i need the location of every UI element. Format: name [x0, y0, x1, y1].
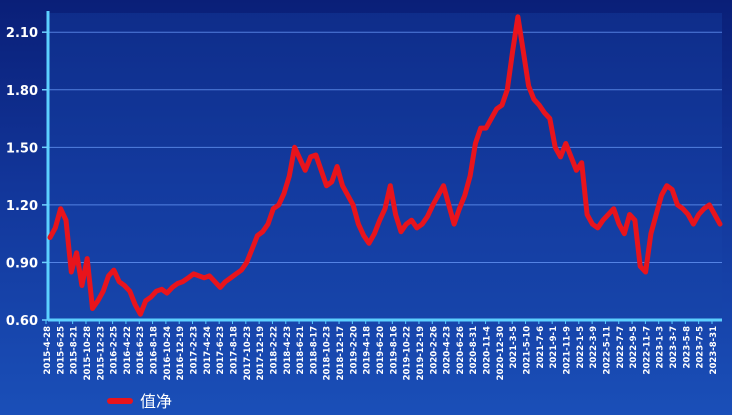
x-tick-label: 2021-5-10: [523, 326, 533, 375]
plot-background: [48, 13, 722, 320]
legend: 值净: [107, 392, 172, 411]
x-tick-label: 2017-2-23: [190, 326, 200, 375]
x-tick-label: 2022-11-7: [642, 326, 652, 375]
x-tick-label: 2021-7-6: [536, 326, 546, 369]
x-tick-label: 2023-3-7: [669, 326, 679, 369]
x-tick-label: 2023-5-8: [682, 326, 692, 369]
x-tick-label: 2019-4-18: [363, 326, 373, 375]
x-tick-label: 2020-4-23: [443, 326, 453, 375]
x-tick-label: 2023-8-31: [709, 326, 719, 375]
x-tick-labels: 2015-4-28 2015-6-25 2015-8-21 2015-10-28 201…: [43, 320, 719, 380]
x-tick-label: 2021-11-9: [562, 326, 572, 375]
x-tick-label: 2018-12-17: [336, 326, 346, 380]
y-tick-label: 1.50: [6, 141, 38, 156]
x-tick-label: 2017-4-24: [203, 326, 213, 375]
series-lines: [47, 14, 723, 317]
x-tick-label: 2016-2-25: [110, 326, 120, 375]
x-tick-label: 2020-11-4: [483, 326, 493, 375]
x-tick-label: 2015-10-28: [83, 326, 93, 380]
x-tick-label: 2020-8-31: [469, 326, 479, 375]
legend-label: 值净: [140, 392, 172, 411]
x-tick-label: 2016-8-18: [150, 326, 160, 375]
x-tick-label: 2017-8-18: [229, 326, 239, 375]
x-tick-label: 2020-12-30: [496, 326, 506, 380]
x-tick-label: 2018-8-17: [309, 326, 319, 375]
axes: [46, 11, 722, 322]
x-tick-label: 2022-9-5: [629, 326, 639, 369]
x-tick-label: 2022-7-7: [616, 326, 626, 369]
x-tick-label: 2019-8-16: [389, 326, 399, 375]
x-tick-label: 2017-6-23: [216, 326, 226, 375]
y-tick-label: 0.60: [6, 314, 38, 329]
x-tick-label: 2023-1-3: [656, 326, 666, 369]
x-tick-label: 2017-12-19: [256, 326, 266, 380]
x-tick-label: 2022-3-9: [589, 326, 599, 369]
x-tick-label: 2019-10-22: [403, 326, 413, 380]
plot-area: [48, 13, 722, 320]
y-tick-label: 2.10: [6, 26, 38, 41]
y-tick-label: 0.90: [6, 256, 38, 271]
x-tick-label: 2019-6-20: [376, 326, 386, 375]
x-tick-label: 2019-2-20: [349, 326, 359, 375]
x-tick-label: 2018-2-22: [269, 326, 279, 375]
x-tick-label: 2015-4-28: [43, 326, 53, 375]
y-tick-labels: 0.60 0.90 1.20 1.50 1.80 2.10: [6, 26, 48, 329]
x-tick-label: 2018-6-21: [296, 326, 306, 375]
x-tick-label: 2020-6-26: [456, 326, 466, 375]
series-line: [47, 14, 723, 317]
x-tick-label: 2015-8-21: [70, 326, 80, 375]
x-tick-label: 2022-5-11: [602, 326, 612, 375]
y-tick-label: 1.80: [6, 84, 38, 99]
x-tick-label: 2022-1-5: [576, 326, 586, 369]
x-tick-label: 2018-10-23: [323, 326, 333, 380]
x-tick-label: 2021-9-1: [549, 326, 559, 369]
x-tick-label: 2020-2-26: [429, 326, 439, 375]
x-tick-label: 2015-6-25: [56, 326, 66, 375]
x-tick-label: 2015-12-23: [96, 326, 106, 380]
y-tick-label: 1.20: [6, 199, 38, 214]
x-tick-label: 2016-4-22: [123, 326, 133, 375]
x-tick-label: 2019-12-19: [416, 326, 426, 380]
x-tick-label: 2023-7-5: [696, 326, 706, 369]
x-tick-label: 2021-3-5: [509, 326, 519, 369]
x-tick-label: 2018-4-23: [283, 326, 293, 375]
x-tick-label: 2017-10-23: [243, 326, 253, 380]
x-tick-label: 2016-12-19: [176, 326, 186, 380]
x-tick-label: 2016-6-23: [136, 326, 146, 375]
x-tick-label: 2016-10-24: [163, 326, 173, 380]
